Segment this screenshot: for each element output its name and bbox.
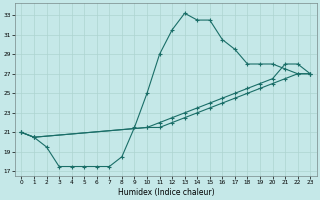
X-axis label: Humidex (Indice chaleur): Humidex (Indice chaleur) xyxy=(117,188,214,197)
